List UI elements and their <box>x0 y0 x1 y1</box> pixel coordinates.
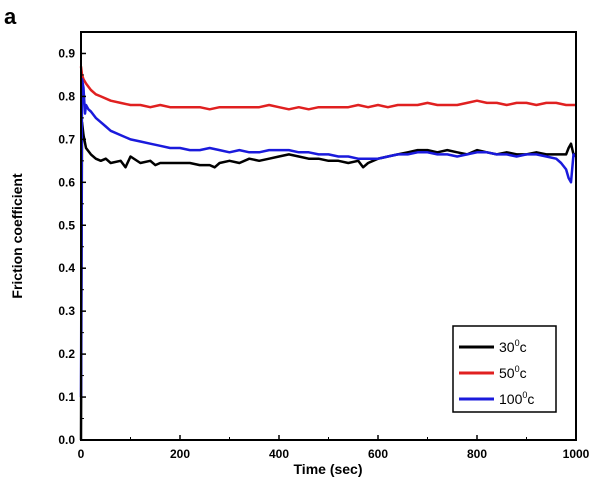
y-tick-label: 0.9 <box>58 46 75 60</box>
y-tick-label: 0.7 <box>58 132 75 146</box>
panel-label: a <box>4 4 17 29</box>
y-tick-label: 0.5 <box>58 218 75 232</box>
x-tick-label: 600 <box>368 447 388 461</box>
y-axis: 0.0 0.1 0.2 0.3 0.4 0.5 0.6 0.7 0.8 0.9 <box>58 31 86 447</box>
legend: 300c 500c 1000c <box>452 325 557 413</box>
x-axis: 0 200 400 600 800 1000 <box>78 435 590 461</box>
x-axis-title: Time (sec) <box>294 461 363 477</box>
x-tick-label: 800 <box>467 447 487 461</box>
legend-label: 300c <box>499 338 527 355</box>
series-layer <box>79 66 577 441</box>
y-tick-label: 0.0 <box>58 433 75 447</box>
y-tick-label: 0.2 <box>58 347 75 361</box>
legend-label: 1000c <box>499 390 534 407</box>
y-tick-label: 0.4 <box>58 261 75 275</box>
y-axis-title: Friction coefficient <box>9 173 25 299</box>
y-tick-label: 0.3 <box>58 304 75 318</box>
y-tick-label: 0.6 <box>58 175 75 189</box>
x-tick-label: 1000 <box>563 447 590 461</box>
legend-label: 500c <box>499 364 527 381</box>
x-tick-label: 400 <box>269 447 289 461</box>
series-line-50 <box>79 66 576 111</box>
y-tick-label: 0.1 <box>58 390 75 404</box>
x-tick-label: 0 <box>78 447 85 461</box>
series-line-100 <box>79 77 577 398</box>
y-tick-label: 0.8 <box>58 89 75 103</box>
x-tick-label: 200 <box>170 447 190 461</box>
